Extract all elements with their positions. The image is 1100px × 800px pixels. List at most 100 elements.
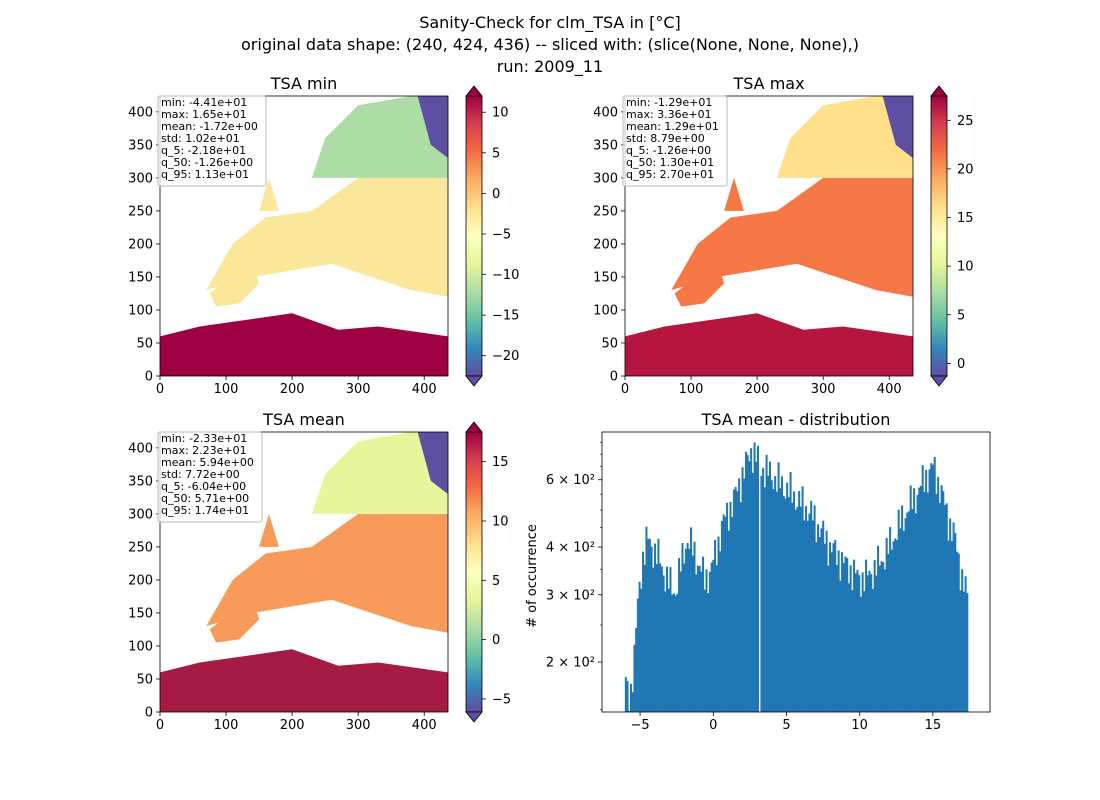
histogram-bar	[894, 538, 897, 712]
histogram-bar	[926, 492, 929, 712]
colorbar-tick-label: 0	[957, 357, 965, 372]
histogram-bar	[808, 513, 811, 712]
map-axes-frame	[624, 95, 914, 377]
histogram-bar	[954, 533, 957, 712]
histogram-bar	[853, 559, 856, 712]
map-axes-frame	[159, 431, 449, 713]
histogram-bar	[743, 478, 746, 712]
histogram-bar	[813, 505, 816, 712]
y-tick-label: 0	[610, 370, 618, 385]
histogram-bar	[696, 565, 699, 712]
histogram-bar	[925, 470, 928, 712]
histogram-bar	[686, 542, 689, 712]
map-region-africa	[160, 649, 448, 712]
x-tick-label: 100	[679, 382, 704, 397]
histogram-bar	[642, 551, 645, 712]
histogram-bar	[756, 445, 759, 712]
histogram-bar	[890, 549, 893, 712]
map-region-iberia	[209, 260, 260, 307]
histogram-bar	[779, 488, 782, 712]
histogram-bar	[918, 487, 921, 712]
histogram-bar	[870, 574, 873, 712]
histogram-bar	[861, 572, 864, 712]
histogram-bar	[847, 583, 850, 712]
histogram-bar	[858, 575, 861, 712]
histogram-bar	[825, 530, 828, 712]
histogram-bar	[703, 589, 706, 712]
histogram-bar	[820, 528, 823, 712]
histogram-bar	[762, 467, 765, 712]
histogram-bar	[770, 480, 773, 712]
map-region-north	[776, 96, 913, 178]
histogram-bar	[933, 456, 936, 712]
histogram-bar	[707, 593, 710, 712]
x-tick-label: −5	[630, 718, 649, 733]
histogram-bar	[846, 557, 849, 712]
histogram-bar	[892, 541, 895, 712]
panel-title: TSA mean - distribution	[701, 410, 891, 429]
histogram-panel: −5 0 5 10 15 2 × 10² 3 × 10² 4 × 10² 6 × 10² TSA …	[525, 410, 991, 733]
histogram-bar	[956, 551, 959, 712]
y-tick-label: 200	[128, 573, 153, 588]
histogram-bar	[667, 588, 670, 712]
y-tick-label: 250	[128, 204, 153, 219]
histogram-bar	[626, 680, 629, 712]
histogram-bar	[930, 463, 933, 712]
figure-title-line-1: Sanity-Check for clm_TSA in [°C]	[419, 13, 681, 32]
y-axis-label: # of occurrence	[525, 524, 540, 628]
histogram-bar	[940, 485, 943, 712]
x-tick-label: 0	[709, 718, 717, 733]
histogram-bar	[923, 491, 926, 712]
stats-line: q_95: 1.74e+01	[161, 504, 249, 517]
map-region-britain	[724, 177, 744, 211]
histogram-bar	[722, 514, 725, 712]
histogram-bar	[777, 462, 780, 712]
histogram-bar	[787, 496, 790, 712]
histogram-bar	[732, 489, 735, 712]
map-region-iberia	[674, 260, 725, 307]
histogram-bar	[705, 569, 708, 712]
histogram-bar	[719, 551, 722, 712]
colorbar-tick-label: 15	[957, 211, 974, 226]
map-panel-3: 0 100 200 300 400050100150200250300350400TSA…	[128, 410, 511, 733]
histogram-bar	[731, 516, 734, 712]
histogram-bar	[803, 520, 806, 712]
histogram-bar	[916, 494, 919, 712]
y-tick-label: 0	[145, 370, 153, 385]
histogram-bar	[947, 540, 950, 712]
histogram-bar	[837, 550, 840, 712]
histogram-bar	[720, 520, 723, 712]
colorbar-tick-label: −10	[492, 268, 519, 283]
histogram-bar	[631, 692, 634, 712]
histogram-bar	[671, 594, 674, 712]
histogram-bar	[887, 553, 890, 712]
colorbar-tick-label: 10	[492, 514, 509, 529]
colorbar-tick-label: −5	[492, 227, 511, 242]
y-tick-label: 100	[128, 639, 153, 654]
histogram-bar	[755, 461, 758, 712]
histogram-bar	[738, 478, 741, 712]
histogram-bar	[643, 564, 646, 712]
histogram-bar	[739, 502, 742, 712]
histogram-bar	[736, 491, 739, 712]
y-tick-label: 150	[593, 270, 618, 285]
histogram-bar	[950, 541, 953, 712]
stats-line: q_95: 2.70e+01	[626, 168, 714, 181]
histogram-bar	[805, 506, 808, 712]
y-tick-label: 400	[593, 105, 618, 120]
histogram-bar	[817, 524, 820, 712]
colorbar-extend-min	[465, 711, 483, 723]
map-region-arctic	[417, 432, 448, 495]
histogram-bar	[714, 539, 717, 712]
histogram-bar	[691, 555, 694, 712]
x-tick-label: 200	[745, 382, 770, 397]
map-region-north	[311, 432, 448, 514]
histogram-bar	[899, 528, 902, 712]
map-region-arctic	[882, 96, 913, 159]
histogram-bar	[789, 472, 792, 712]
y-tick-label: 350	[593, 138, 618, 153]
histogram-bar	[767, 475, 770, 712]
y-tick-label: 3 × 10²	[546, 588, 595, 603]
map-region-africa	[625, 313, 913, 376]
y-tick-label: 300	[593, 171, 618, 186]
